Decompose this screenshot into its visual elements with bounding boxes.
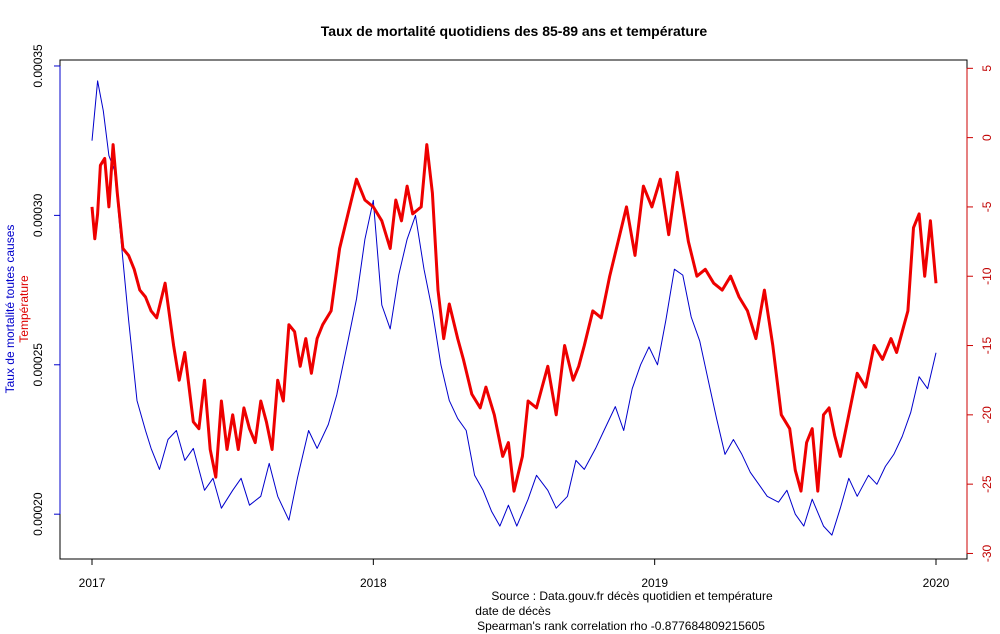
- right-y-axis: 5 0 -5 -10 -15 -20 -25 -30: [966, 65, 994, 562]
- x-tick-label: 2017: [79, 576, 106, 590]
- left-tick-label: 0.00030: [31, 193, 45, 237]
- right-tick-label: -25: [980, 475, 994, 493]
- mortality-rate-line: [91, 80, 937, 536]
- right-tick-label: -30: [980, 544, 994, 562]
- x-axis-label: date de décès: [475, 604, 550, 618]
- right-tick-label: -10: [980, 267, 994, 285]
- temperature-line: [90, 143, 938, 493]
- chart-title: Taux de mortalité quotidiens des 85-89 a…: [321, 23, 708, 39]
- left-tick-label: 0.00020: [31, 492, 45, 536]
- series-layer: [90, 80, 938, 536]
- source-note: Source : Data.gouv.fr décès quotidien et…: [491, 589, 773, 603]
- right-tick-label: 5: [980, 65, 994, 72]
- right-tick-label: 0: [980, 134, 994, 141]
- left-y-axis: 0.00020 0.00025 0.00030 0.00035: [31, 44, 61, 536]
- x-tick-label: 2019: [641, 576, 668, 590]
- x-axis: 2017 2018 2019 2020: [79, 558, 950, 590]
- right-tick-label: -15: [980, 337, 994, 355]
- left-tick-label: 0.00025: [31, 343, 45, 387]
- y-axis-label-right: Température: [17, 275, 31, 343]
- right-tick-label: -5: [980, 201, 994, 212]
- left-tick-label: 0.00035: [31, 44, 45, 88]
- right-tick-label: -20: [980, 406, 994, 424]
- y-axis-label-left: Taux de mortalité toutes causes: [3, 225, 17, 394]
- x-tick-label: 2018: [360, 576, 387, 590]
- correlation-annotation: Spearman's rank correlation rho -0.87768…: [477, 619, 765, 633]
- x-tick-label: 2020: [923, 576, 950, 590]
